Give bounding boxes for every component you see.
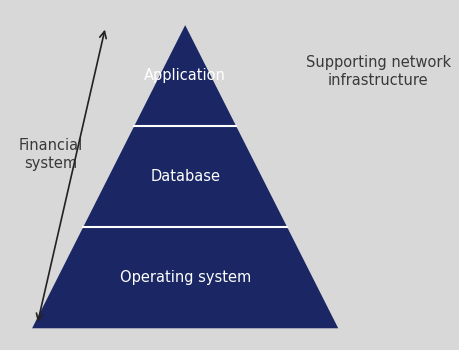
Text: Application: Application bbox=[144, 68, 226, 83]
Text: Supporting network
infrastructure: Supporting network infrastructure bbox=[305, 55, 450, 88]
Text: Financial
system: Financial system bbox=[19, 138, 83, 170]
Text: Operating system: Operating system bbox=[119, 270, 250, 285]
Polygon shape bbox=[32, 25, 337, 328]
Text: Database: Database bbox=[150, 169, 220, 184]
